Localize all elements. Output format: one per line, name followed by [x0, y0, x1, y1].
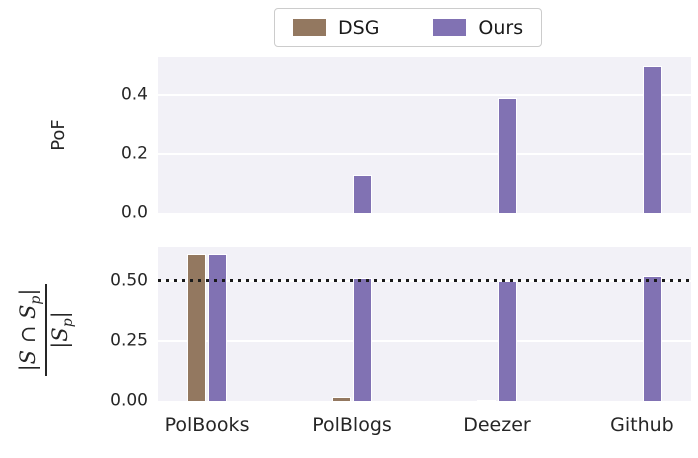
fraction-denominator: |Sp|	[48, 311, 77, 349]
y-tick-label: 0.2	[120, 143, 148, 164]
x-tick-label-github: Github	[610, 414, 674, 436]
overlap-fraction: |S ∩ Sp| |Sp|	[15, 283, 77, 377]
legend: DSG Ours	[274, 8, 543, 47]
bar-dsg-polblogs	[332, 397, 351, 401]
dsg-color-swatch	[293, 19, 326, 36]
bar-ours-polblogs	[353, 278, 372, 401]
y-tick-label: 0.4	[120, 84, 148, 105]
pof-axis-label: PoF	[47, 119, 69, 151]
fraction-numerator: |S ∩ Sp|	[15, 283, 47, 377]
bar-dsg-deezer	[476, 399, 496, 401]
y-tick-label: 0.25	[110, 330, 148, 351]
bar-ours-github	[642, 65, 662, 213]
y-tick-label: 0.50	[110, 270, 148, 291]
x-tick-label-polblogs: PolBlogs	[312, 414, 392, 436]
reference-line-0.5	[158, 279, 691, 283]
x-tick-label-polbooks: PolBooks	[164, 414, 250, 436]
legend-label-ours: Ours	[478, 16, 524, 39]
gridline	[158, 339, 691, 342]
gridline	[158, 153, 691, 156]
y-tick-label: 0.00	[110, 390, 148, 411]
gridline	[158, 94, 691, 97]
bar-ours-github	[642, 275, 662, 401]
x-tick-label-deezer: Deezer	[463, 414, 531, 436]
bar-dsg-polbooks	[187, 254, 207, 401]
legend-item-dsg: DSG	[293, 17, 379, 39]
bar-ours-deezer	[497, 98, 517, 213]
ours-color-swatch	[433, 19, 467, 36]
overlap-axis-label: |S ∩ Sp| |Sp|	[14, 255, 78, 405]
legend-item-ours: Ours	[433, 17, 523, 39]
bar-ours-polblogs	[353, 174, 372, 213]
legend-label-dsg: DSG	[338, 16, 380, 39]
overlap-plot-area	[158, 247, 691, 401]
bar-ours-polbooks	[208, 254, 228, 401]
pof-plot-area	[158, 57, 691, 213]
bar-ours-deezer	[497, 280, 517, 401]
y-tick-label: 0.0	[120, 202, 148, 223]
